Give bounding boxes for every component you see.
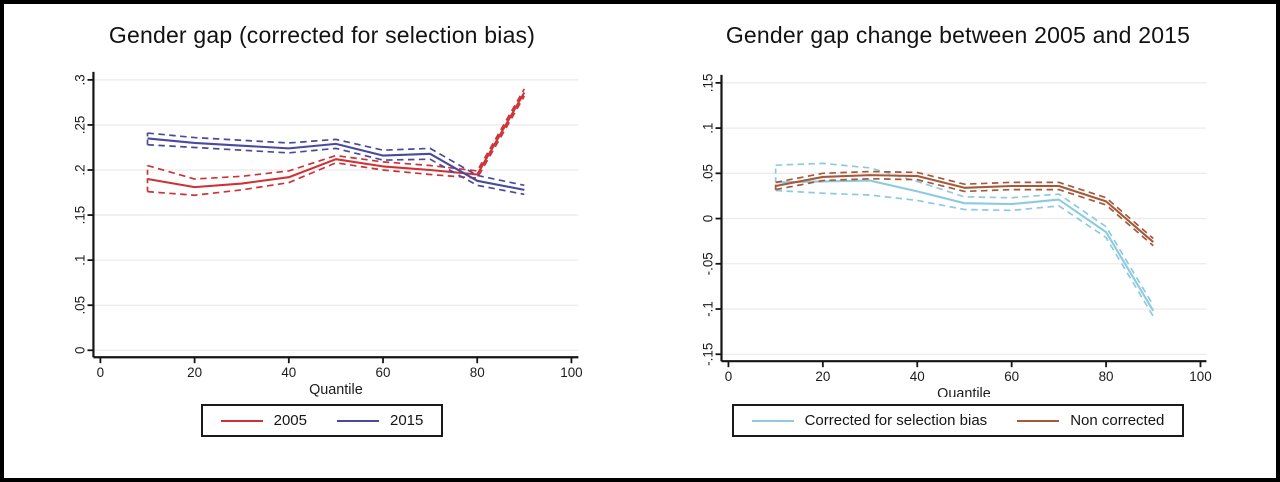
x-tick-label: 40 — [281, 365, 296, 380]
ci-lower-line — [147, 95, 526, 197]
legend-item: Corrected for selection bias — [751, 412, 988, 429]
panel-right: Gender gap change between 2005 and 2015 … — [640, 4, 1276, 478]
right-chart-canvas: -.15 -.1 -.05 0 .05 .1 .15 0 20 40 60 80 100 Quantile — [701, 74, 1212, 397]
center-line — [775, 174, 1154, 243]
x-tick-label: 20 — [815, 369, 830, 384]
x-tick-label: 0 — [97, 365, 104, 380]
legend-label: 2005 — [273, 412, 307, 429]
legend-item: Non corrected — [1017, 412, 1164, 429]
gridlines — [721, 82, 1207, 355]
x-tick-label: 60 — [1004, 369, 1019, 384]
x-tick-label: 20 — [187, 365, 202, 380]
y-tick-label: -.15 — [701, 343, 716, 366]
legend-line-swatch — [220, 419, 263, 422]
legend-label: 2015 — [390, 412, 424, 429]
legend-label: Corrected for selection bias — [804, 412, 988, 429]
legend-item: 2005 — [220, 412, 307, 429]
x-tick-label: 100 — [1189, 369, 1211, 384]
ci-lower-line — [147, 143, 525, 196]
panel-left: Gender gap (corrected for selection bias… — [4, 4, 640, 478]
x-axis-label: Quantile — [309, 382, 363, 397]
y-tick-label: -.1 — [701, 301, 716, 317]
legend-item: 2015 — [337, 412, 423, 429]
gridlines — [93, 79, 579, 351]
y-tick-label: 0 — [701, 215, 716, 222]
y-tick-label: .2 — [72, 164, 87, 175]
x-tick-label: 80 — [1099, 369, 1114, 384]
series-2 — [774, 170, 1154, 247]
y-tick-label: .25 — [72, 116, 87, 135]
axes: 0 .05 .1 .15 .2 .25 .3 0 20 40 60 80 100 Quantile — [72, 71, 583, 397]
y-tick-label: .15 — [72, 206, 87, 225]
ci-lower-line — [775, 189, 1154, 317]
x-tick-label: 100 — [560, 365, 582, 380]
y-tick-label: .3 — [72, 74, 87, 85]
y-tick-label: .1 — [701, 122, 716, 133]
x-tick-label: 80 — [470, 365, 485, 380]
ci-upper-line — [775, 170, 1154, 240]
right-chart-title: Gender gap change between 2005 and 2015 — [725, 22, 1191, 48]
legend-line-swatch — [1017, 419, 1060, 422]
ci-upper-line — [147, 88, 526, 180]
left-legend: 2005 2015 — [200, 404, 444, 437]
left-chart-title: Gender gap (corrected for selection bias… — [108, 22, 536, 48]
series-1 — [146, 88, 526, 197]
y-tick-label: .15 — [701, 74, 716, 93]
left-legend-row: 2005 2015 — [4, 404, 640, 437]
ci-lower-line — [775, 177, 1154, 247]
x-tick-label: 0 — [725, 369, 732, 384]
y-tick-label: -.05 — [701, 252, 716, 275]
axes: -.15 -.1 -.05 0 .05 .1 .15 0 20 40 60 80 100 Quantile — [701, 74, 1212, 397]
x-tick-label: 40 — [910, 369, 925, 384]
series-1 — [774, 162, 1155, 317]
x-axis-label: Quantile — [937, 386, 991, 397]
center-line — [147, 137, 525, 191]
y-tick-label: .05 — [72, 296, 87, 315]
right-legend: Corrected for selection bias Non correcte… — [731, 404, 1185, 437]
legend-label: Non corrected — [1070, 412, 1165, 429]
x-tick-label: 60 — [376, 365, 391, 380]
y-tick-label: .05 — [701, 164, 716, 183]
right-legend-row: Corrected for selection bias Non correcte… — [640, 404, 1276, 437]
ci-upper-line — [147, 132, 525, 187]
center-line — [775, 179, 1155, 312]
left-chart-canvas: 0 .05 .1 .15 .2 .25 .3 0 20 40 60 80 100 Quantile — [72, 71, 583, 397]
y-tick-label: .1 — [72, 255, 87, 266]
series-2 — [146, 132, 525, 196]
legend-line-swatch — [751, 419, 794, 422]
y-tick-label: 0 — [72, 347, 87, 354]
legend-line-swatch — [337, 419, 379, 422]
